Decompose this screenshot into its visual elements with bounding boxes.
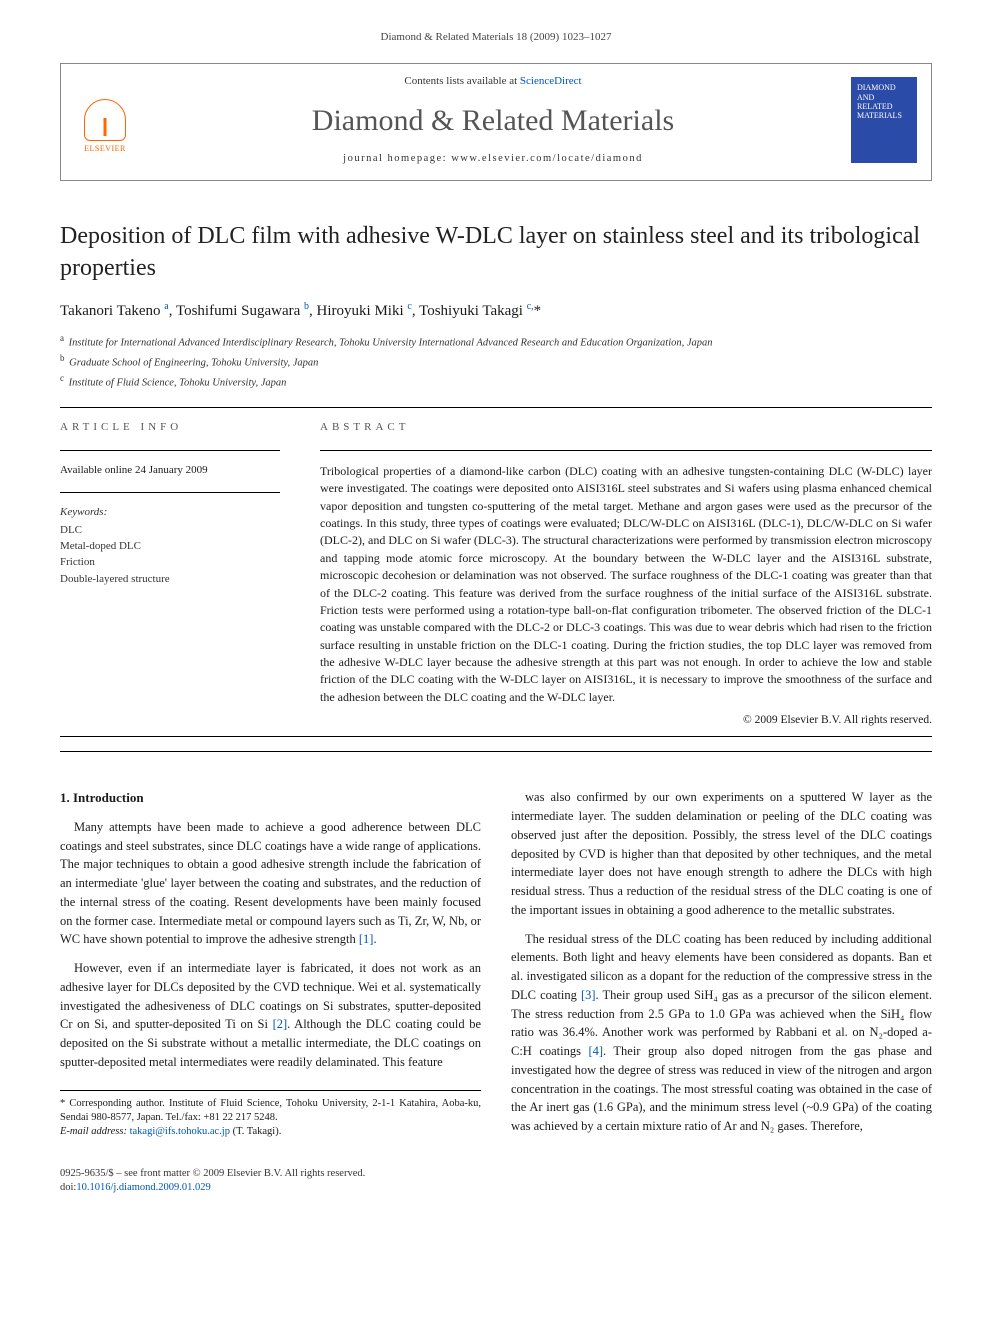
- contents-prefix: Contents lists available at: [404, 75, 519, 87]
- journal-homepage: journal homepage: www.elsevier.com/locat…: [153, 152, 833, 167]
- keywords-label: Keywords:: [60, 505, 280, 520]
- affiliation-item: a Institute for International Advanced I…: [60, 332, 932, 351]
- homepage-url[interactable]: www.elsevier.com/locate/diamond: [451, 153, 643, 164]
- email-label: E-mail address:: [60, 1126, 127, 1137]
- body-p3: was also confirmed by our own experiment…: [511, 788, 932, 919]
- ref-link[interactable]: [1]: [359, 932, 374, 946]
- info-divider-2: [60, 492, 280, 493]
- doi-link[interactable]: 10.1016/j.diamond.2009.01.029: [76, 1182, 210, 1193]
- info-abstract-grid: ARTICLE INFO Available online 24 January…: [60, 420, 932, 728]
- keyword-item: DLC: [60, 523, 280, 538]
- journal-title: Diamond & Related Materials: [153, 100, 833, 142]
- rule-above-info: [60, 407, 932, 408]
- keyword-item: Metal-doped DLC: [60, 539, 280, 554]
- footer-left: 0925-9635/$ – see front matter © 2009 El…: [60, 1167, 365, 1196]
- journal-cover-thumb: DIAMOND AND RELATED MATERIALS: [851, 77, 917, 163]
- body-p4: The residual stress of the DLC coating h…: [511, 930, 932, 1136]
- affiliation-item: c Institute of Fluid Science, Tohoku Uni…: [60, 372, 932, 391]
- keyword-item: Double-layered structure: [60, 572, 280, 587]
- ref-link[interactable]: [3]: [581, 988, 596, 1002]
- rule-below-abstract: [60, 736, 932, 737]
- contents-line: Contents lists available at ScienceDirec…: [153, 74, 833, 89]
- info-divider: [60, 450, 280, 451]
- sciencedirect-link[interactable]: ScienceDirect: [520, 75, 582, 87]
- ref-link[interactable]: [2]: [273, 1017, 288, 1031]
- email-suffix: (T. Takagi).: [233, 1126, 282, 1137]
- footnote-email-line: E-mail address: takagi@ifs.tohoku.ac.jp …: [60, 1125, 481, 1139]
- body-p1: Many attempts have been made to achieve …: [60, 818, 481, 949]
- body-p2: However, even if an intermediate layer i…: [60, 959, 481, 1072]
- journal-header-box: ELSEVIER Contents lists available at Sci…: [60, 63, 932, 181]
- abstract-text: Tribological properties of a diamond-lik…: [320, 463, 932, 706]
- thick-rule: [60, 751, 932, 752]
- page-footer: 0925-9635/$ – see front matter © 2009 El…: [60, 1167, 932, 1196]
- front-matter-line: 0925-9635/$ – see front matter © 2009 El…: [60, 1167, 365, 1182]
- article-info-col: ARTICLE INFO Available online 24 January…: [60, 420, 280, 728]
- running-header: Diamond & Related Materials 18 (2009) 10…: [60, 30, 932, 45]
- keyword-item: Friction: [60, 555, 280, 570]
- section-heading-intro: 1. Introduction: [60, 788, 481, 808]
- abstract-divider: [320, 450, 932, 451]
- elsevier-label: ELSEVIER: [84, 143, 126, 154]
- homepage-prefix: journal homepage:: [343, 153, 451, 164]
- abstract-col: ABSTRACT Tribological properties of a di…: [320, 420, 932, 728]
- affiliation-item: b Graduate School of Engineering, Tohoku…: [60, 352, 932, 371]
- abstract-copyright: © 2009 Elsevier B.V. All rights reserved…: [320, 712, 932, 728]
- corresponding-footnote: * Corresponding author. Institute of Flu…: [60, 1090, 481, 1140]
- authors-line: Takanori Takeno a, Toshifumi Sugawara b,…: [60, 300, 932, 322]
- online-date: Available online 24 January 2009: [60, 463, 280, 478]
- elsevier-logo: ELSEVIER: [75, 86, 135, 154]
- doi-line: doi:10.1016/j.diamond.2009.01.029: [60, 1181, 365, 1196]
- journal-center: Contents lists available at ScienceDirec…: [153, 74, 833, 166]
- article-info-label: ARTICLE INFO: [60, 420, 280, 435]
- affiliations: a Institute for International Advanced I…: [60, 332, 932, 392]
- abstract-label: ABSTRACT: [320, 420, 932, 435]
- article-title: Deposition of DLC film with adhesive W-D…: [60, 221, 932, 283]
- footnote-corr: * Corresponding author. Institute of Flu…: [60, 1097, 481, 1125]
- body-columns: 1. Introduction Many attempts have been …: [60, 788, 932, 1142]
- ref-link[interactable]: [4]: [588, 1044, 603, 1058]
- email-link[interactable]: takagi@ifs.tohoku.ac.jp: [130, 1126, 230, 1137]
- doi-prefix: doi:: [60, 1182, 76, 1193]
- keywords-list: DLCMetal-doped DLCFriction Double-layered…: [60, 523, 280, 588]
- elsevier-tree-icon: [84, 99, 126, 141]
